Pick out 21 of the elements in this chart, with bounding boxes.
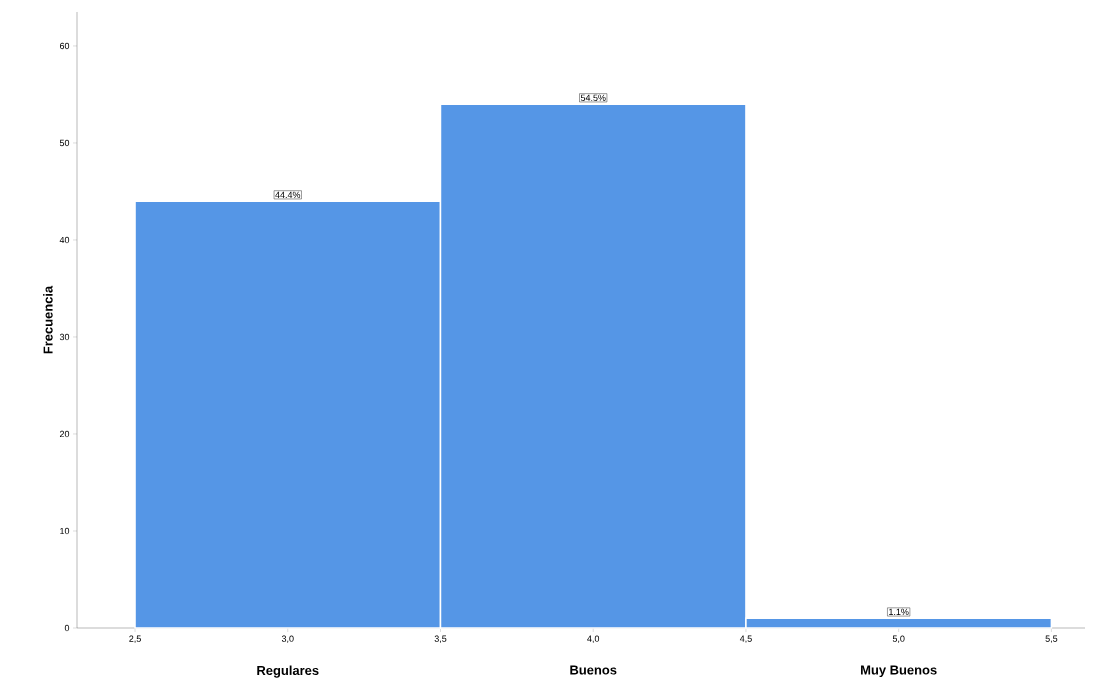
annotation: 54.5% [580, 94, 606, 101]
y-tick-label: 30 [59, 333, 70, 341]
y-tick-label: 60 [59, 42, 70, 50]
annotation: Buenos [570, 665, 617, 675]
x-tick-label: 3,5 [434, 635, 447, 643]
x-tick-label: 5,0 [892, 635, 905, 643]
x-tick-label: 2,5 [129, 635, 141, 643]
y-tick-label: 10 [60, 527, 70, 535]
x-tick-label: 3,0 [281, 635, 294, 643]
annotation: 44.4% [275, 191, 301, 198]
y-tick-label: 40 [59, 236, 70, 244]
y-tick-label: 20 [59, 430, 70, 438]
annotation: 1.1% [889, 608, 909, 616]
x-tick-label: 4,5 [739, 635, 752, 643]
x-tick-label: 4,0 [587, 635, 600, 643]
y-tick-label: 0 [64, 624, 70, 632]
y-tick-label: 50 [59, 139, 70, 147]
annotation: Muy Buenos [861, 665, 937, 678]
x-tick-label: 5,5 [1045, 635, 1058, 643]
annotation: Regulares [257, 665, 319, 678]
y-axis-title: Frecuencia [43, 285, 53, 354]
